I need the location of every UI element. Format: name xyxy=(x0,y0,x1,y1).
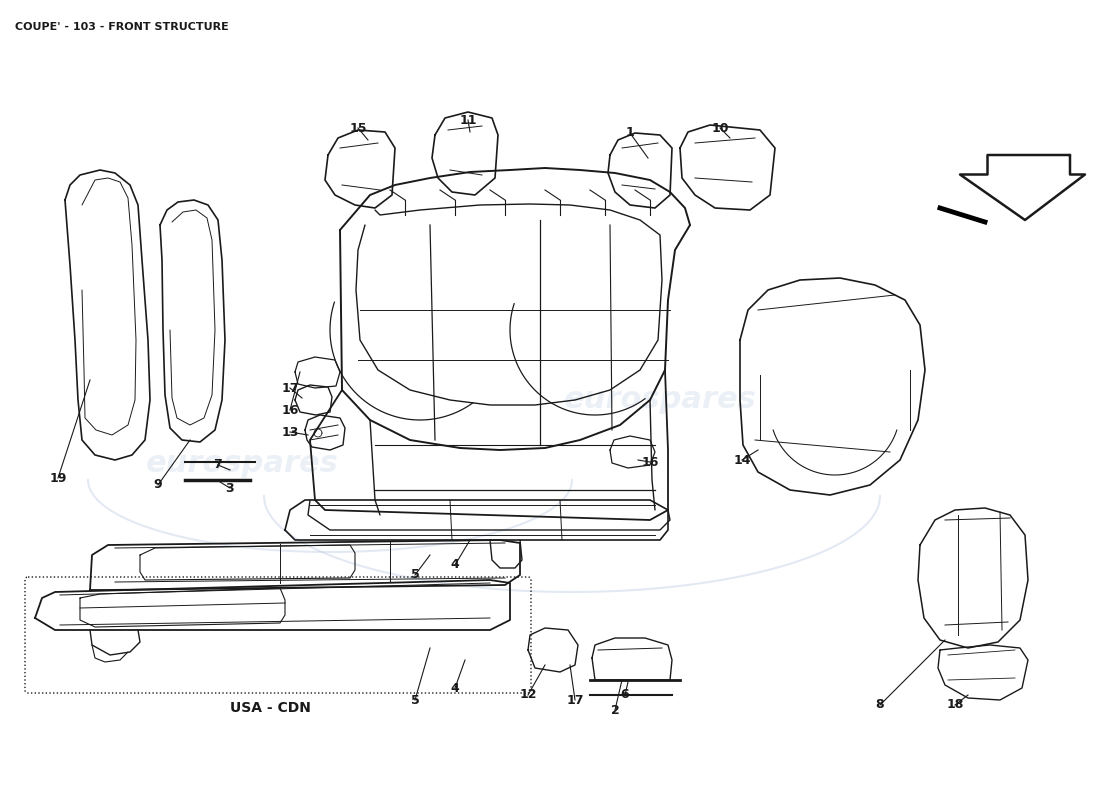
Text: 4: 4 xyxy=(451,682,460,694)
Text: 2: 2 xyxy=(610,703,619,717)
Text: eurospares: eurospares xyxy=(145,450,339,478)
Text: 6: 6 xyxy=(620,689,629,702)
Text: USA - CDN: USA - CDN xyxy=(230,701,310,715)
Text: 5: 5 xyxy=(410,569,419,582)
Text: 5: 5 xyxy=(410,694,419,706)
Text: 16: 16 xyxy=(641,455,659,469)
Text: 14: 14 xyxy=(734,454,750,466)
Text: 19: 19 xyxy=(50,471,67,485)
Text: eurospares: eurospares xyxy=(563,386,757,414)
Text: 1: 1 xyxy=(626,126,635,139)
Text: COUPE' - 103 - FRONT STRUCTURE: COUPE' - 103 - FRONT STRUCTURE xyxy=(15,22,229,32)
Text: 17: 17 xyxy=(282,382,299,394)
Text: 16: 16 xyxy=(282,403,299,417)
Text: 9: 9 xyxy=(154,478,163,491)
Text: 13: 13 xyxy=(282,426,299,438)
Text: 3: 3 xyxy=(226,482,234,494)
Text: 11: 11 xyxy=(460,114,476,126)
Text: 15: 15 xyxy=(350,122,366,134)
Text: 17: 17 xyxy=(566,694,584,706)
Text: 12: 12 xyxy=(519,689,537,702)
Text: 8: 8 xyxy=(876,698,884,711)
Text: 18: 18 xyxy=(946,698,964,711)
Text: 10: 10 xyxy=(712,122,728,134)
Text: 4: 4 xyxy=(451,558,460,571)
Text: 7: 7 xyxy=(213,458,222,471)
